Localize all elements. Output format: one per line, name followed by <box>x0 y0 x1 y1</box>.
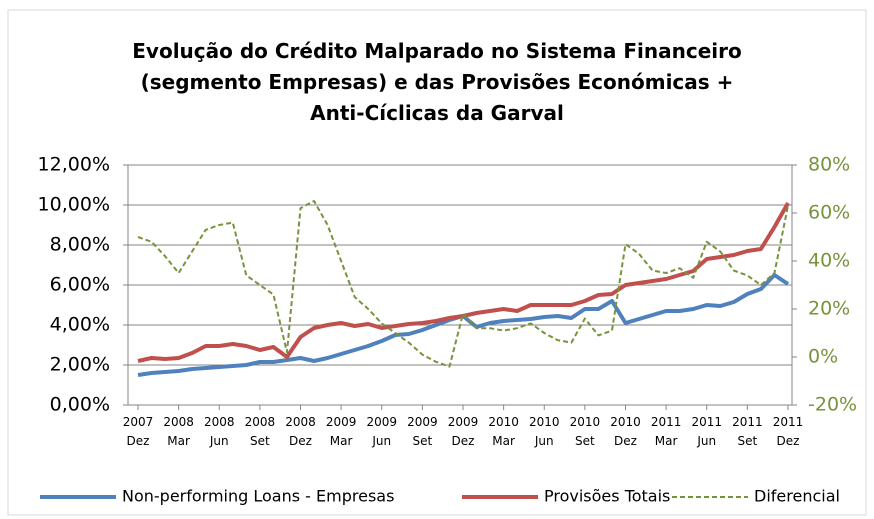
y2-tick-label: -20% <box>808 394 857 416</box>
x-tick-label: 2010 Set <box>570 415 601 448</box>
legend-label: Diferencial <box>754 487 840 506</box>
x-tick-label: 2009 Set <box>407 415 438 448</box>
series-line <box>137 200 789 368</box>
x-tick-label: 2008 Set <box>245 415 276 448</box>
legend-label: Non-performing Loans - Empresas <box>122 487 394 506</box>
series-line <box>137 202 790 363</box>
x-tick-label: 2009 Jun <box>366 415 397 448</box>
y-tick-label: 4,00% <box>50 314 110 336</box>
x-tick-label: 2008 Jun <box>204 415 235 448</box>
y2-tick-label: 40% <box>808 250 850 272</box>
x-tick-label: 2010 Mar <box>488 415 519 448</box>
y-tick-label: 10,00% <box>38 194 110 216</box>
x-tick-label: 2010 Dez <box>610 415 641 448</box>
x-tick-label: 2011 Mar <box>651 415 682 448</box>
y-tick-label: 8,00% <box>50 234 110 256</box>
legend-item: Diferencial <box>672 487 840 506</box>
x-tick-label: 2008 Dez <box>285 415 316 448</box>
x-tick-label: 2009 Mar <box>326 415 357 448</box>
y-tick-label: 12,00% <box>38 154 110 176</box>
chart-title: Evolução do Crédito Malparado no Sistema… <box>132 39 742 125</box>
y-tick-label: 6,00% <box>50 274 110 296</box>
y-tick-label: 2,00% <box>50 354 110 376</box>
y2-tick-label: 60% <box>808 202 850 224</box>
y2-tick-label: 20% <box>808 298 850 320</box>
x-tick-label: 2011 Jun <box>691 415 722 448</box>
chart-border <box>7 9 867 516</box>
x-tick-label: 2011 Set <box>732 415 763 448</box>
x-tick-label: 2011 Dez <box>773 415 804 448</box>
y2-tick-label: 0% <box>808 346 838 368</box>
legend-item: Provisões Totais <box>462 487 670 506</box>
legend-label: Provisões Totais <box>544 487 670 506</box>
y2-tick-label: 80% <box>808 154 850 176</box>
x-tick-label: 2010 Jun <box>529 415 560 448</box>
x-tick-label: 2007 Dez <box>123 415 154 448</box>
y-tick-label: 0,00% <box>50 394 110 416</box>
legend-item: Non-performing Loans - Empresas <box>40 487 394 506</box>
x-tick-label: 2009 Dez <box>448 415 479 448</box>
x-tick-label: 2008 Mar <box>163 415 194 448</box>
